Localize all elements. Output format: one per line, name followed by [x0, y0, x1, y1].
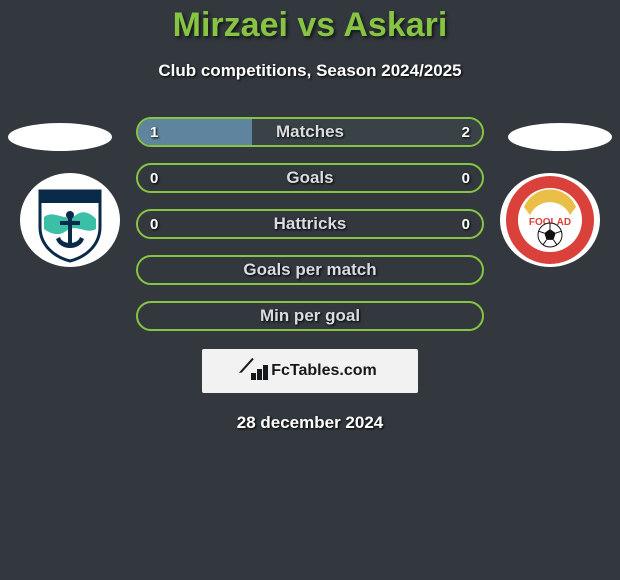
stat-label: Goals	[286, 168, 333, 188]
stat-row: Min per goal	[136, 301, 484, 331]
stat-value-left: 1	[150, 119, 158, 145]
stat-row: 0 Hattricks 0	[136, 209, 484, 239]
stat-value-right: 0	[462, 165, 470, 191]
team-crest-left	[20, 173, 120, 267]
team-crest-right: FOOLAD	[500, 173, 600, 267]
stat-label: Hattricks	[274, 214, 347, 234]
snapshot-date: 28 december 2024	[237, 413, 384, 433]
stat-value-left: 0	[150, 211, 158, 237]
stat-row: Goals per match	[136, 255, 484, 285]
stat-value-right: 2	[462, 119, 470, 145]
page-title: Mirzaei vs Askari	[173, 6, 448, 45]
stat-row: 1 Matches 2	[136, 117, 484, 147]
bar-chart-arrow-icon	[243, 362, 265, 380]
stat-label: Matches	[276, 122, 344, 142]
player-marker-left	[8, 123, 112, 151]
stat-value-right: 0	[462, 211, 470, 237]
stat-label: Goals per match	[243, 260, 376, 280]
attribution-badge[interactable]: FcTables.com	[202, 349, 418, 393]
stats-list: 1 Matches 2 0 Goals 0 0 Hattricks 0 Goal…	[136, 117, 484, 331]
stat-label: Min per goal	[260, 306, 360, 326]
stat-value-left: 0	[150, 165, 158, 191]
player-marker-right	[508, 123, 612, 151]
stat-row: 0 Goals 0	[136, 163, 484, 193]
attribution-text: FcTables.com	[271, 362, 377, 380]
page-subtitle: Club competitions, Season 2024/2025	[158, 61, 461, 81]
